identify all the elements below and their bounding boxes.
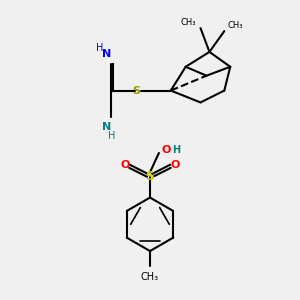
Text: CH₃: CH₃ [181,18,196,27]
Text: O: O [120,160,129,170]
Text: H: H [172,145,180,155]
Text: S: S [133,85,141,96]
Text: N: N [102,122,112,132]
Text: CH₃: CH₃ [227,21,243,30]
Text: S: S [146,170,154,183]
Text: N: N [102,49,112,59]
Text: O: O [171,160,180,170]
Text: H: H [108,131,115,141]
Text: CH₃: CH₃ [141,272,159,282]
Text: O: O [162,145,171,155]
Text: H: H [96,44,103,53]
